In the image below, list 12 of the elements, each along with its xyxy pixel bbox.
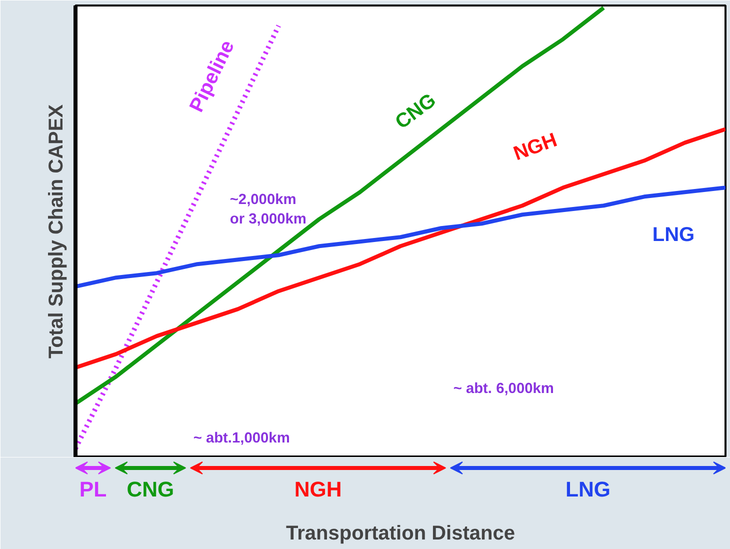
text: CNG — [391, 89, 440, 134]
annotation: ~ abt. 6,000km — [453, 380, 554, 397]
annotation: ~ abt.1,000km — [193, 430, 290, 446]
series-label: LNG — [652, 224, 695, 246]
text: NGH — [294, 477, 342, 502]
annotation: ~2,000km or 3,000km — [230, 192, 306, 228]
text: LNG — [565, 477, 611, 502]
y-axis-title: Total Supply Chain CAPEX — [46, 104, 68, 359]
text: CNG — [126, 477, 174, 502]
text: NGH — [510, 129, 560, 166]
x-axis-title: Transportation Distance — [286, 522, 515, 544]
text: PL — [79, 477, 107, 502]
